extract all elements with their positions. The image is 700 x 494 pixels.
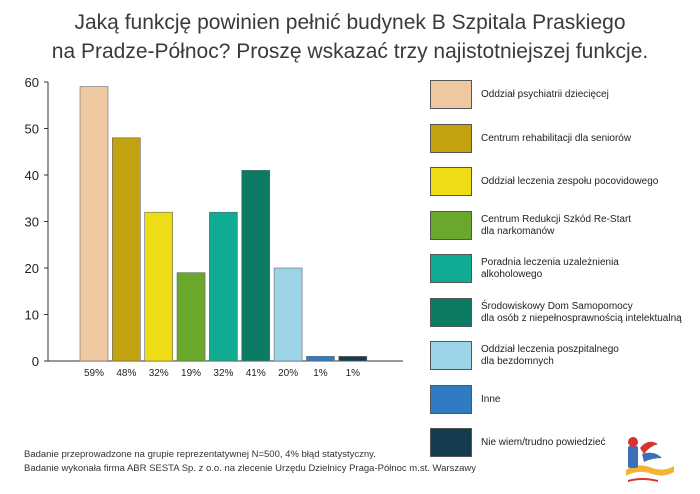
footnote-line-1: Badanie przeprowadzone na grupie repreze… [24, 449, 376, 460]
legend-label-2: Centrum rehabilitacji dla seniorów [481, 132, 632, 144]
data-label-5: 32% [213, 368, 233, 379]
y-tick-label: 40 [25, 168, 39, 183]
footnote-line-2: Badanie wykonała firma ABR SESTA Sp. z o… [24, 463, 476, 474]
legend-swatch-5 [430, 254, 472, 283]
legend-swatch-2 [430, 123, 472, 153]
bar-4 [176, 272, 206, 362]
legend-label-7: Oddział leczenia poszpitalnego dla bezdom… [481, 344, 619, 367]
y-tick-label: 20 [25, 261, 39, 276]
bar-6 [241, 170, 271, 362]
legend-label-4: Centrum Redukcji Szkód Re-Start dla narko… [481, 213, 632, 237]
legend-swatch-6 [430, 297, 472, 327]
legend-label-5: Poradnia leczenia uzależnienia alkoholowe… [481, 257, 619, 280]
legend-item-2: Centrum rehabilitacji dla seniorów [430, 123, 700, 154]
data-label-2: 48% [116, 368, 136, 379]
footnote: Badanie przeprowadzone na grupie repreze… [24, 448, 476, 476]
data-label-8: 1% [313, 368, 328, 379]
data-label-7: 20% [278, 368, 298, 379]
bar-8 [306, 356, 335, 362]
bar-5 [209, 211, 238, 362]
chart-title: Jaką funkcję powinien pełnić budynek B S… [0, 8, 700, 66]
legend-swatch-9 [430, 428, 472, 457]
legend-swatch-3 [430, 167, 472, 196]
data-label-4: 19% [181, 368, 201, 379]
legend-item-5: Poradnia leczenia uzależnienia alkoholowe… [430, 254, 700, 284]
data-label-6: 41% [246, 368, 266, 379]
y-tick-label: 30 [25, 215, 39, 230]
legend-item-3: Oddział leczenia zespołu pocovidowego [430, 167, 700, 197]
legend-swatch-1 [430, 80, 472, 109]
chart-title-line-2: na Pradze-Północ? Proszę wskazać trzy na… [51, 40, 649, 63]
bar-3 [144, 211, 173, 362]
legend-label-6: Środowiskowy Dom Samopomocy dla osób z ni… [481, 300, 682, 324]
bar-2 [112, 137, 141, 362]
chart-title-line-1: Jaką funkcję powinien pełnić budynek B S… [74, 11, 626, 34]
bar-9 [338, 356, 368, 362]
data-label-1: 59% [84, 368, 104, 379]
legend-label-9: Nie wiem/trudno powiedzieć [481, 437, 606, 448]
legend-item-9: Nie wiem/trudno powiedzieć [430, 428, 700, 458]
y-tick-label: 0 [32, 354, 39, 369]
legend-item-1: Oddział psychiatrii dziecięcej [430, 80, 700, 110]
legend-item-7: Oddział leczenia poszpitalnego dla bezdom… [430, 341, 700, 371]
bar-7 [273, 267, 303, 362]
bar-1 [79, 86, 109, 362]
data-label-3: 32% [149, 368, 169, 379]
legend-item-6: Środowiskowy Dom Samopomocy dla osób z ni… [430, 297, 700, 328]
legend-swatch-8 [430, 384, 472, 414]
legend-swatch-7 [430, 341, 472, 370]
y-tick-label: 60 [25, 75, 39, 90]
legend-item-8: Inne [430, 384, 700, 415]
legend-swatch-4 [430, 210, 472, 240]
legend-label-8: Inne [481, 393, 501, 405]
y-tick-label: 10 [25, 308, 39, 323]
legend-label-3: Oddział leczenia zespołu pocovidowego [481, 176, 659, 187]
legend-label-1: Oddział psychiatrii dziecięcej [481, 89, 609, 100]
district-logo-icon [626, 437, 674, 482]
y-tick-label: 50 [25, 122, 39, 137]
legend: Oddział psychiatrii dziecięcej Centrum re… [430, 80, 700, 472]
legend-item-4: Centrum Redukcji Szkód Re-Start dla narko… [430, 210, 700, 241]
data-label-9: 1% [346, 368, 361, 379]
